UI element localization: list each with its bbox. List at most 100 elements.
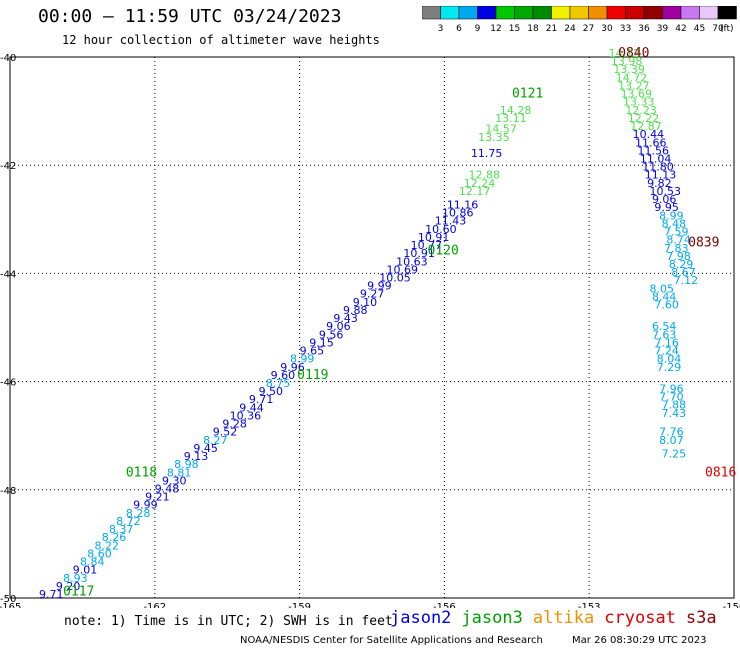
- wave-height-value: 7.16: [654, 336, 679, 349]
- legend-s3a: s3a: [685, 608, 717, 628]
- wave-height-value: 11.80: [642, 161, 674, 174]
- wave-height-value: 8.04: [657, 353, 682, 366]
- pass-time-label: 0120: [428, 243, 459, 258]
- wave-height-value: 7.24: [654, 345, 679, 358]
- wave-height-value: 9.99: [133, 499, 158, 512]
- x-tick-label: -156: [433, 602, 456, 608]
- wave-height-value: 13.69: [621, 88, 653, 101]
- wave-height-value: 14.72: [616, 71, 648, 84]
- wave-height-value: 8.05: [650, 282, 675, 295]
- wave-height-value: 13.39: [613, 63, 645, 76]
- wave-height-value: 8.72: [116, 515, 141, 528]
- wave-height-value: 9.15: [309, 336, 334, 349]
- wave-height-value: 9.52: [213, 426, 238, 439]
- wave-height-value: 13.11: [495, 112, 526, 125]
- source-credit: NOAA/NESDIS Center for Satellite Applica…: [240, 635, 543, 646]
- wave-height-value: 11.13: [645, 169, 677, 182]
- wave-height-value: 9.21: [145, 491, 170, 504]
- wave-height-value: 10.86: [442, 207, 474, 220]
- legend-altika: altika: [532, 608, 595, 628]
- wave-height-value: 8.28: [126, 507, 151, 520]
- wave-height-value: 10.53: [650, 185, 682, 198]
- x-tick-label: -153: [578, 602, 601, 608]
- colorbar-tick-label: 33: [620, 24, 631, 34]
- wave-height-value: 7.88: [662, 399, 687, 412]
- wave-height-value: 9.96: [280, 361, 305, 374]
- pass-time-label: 0119: [297, 368, 328, 383]
- y-tick-label: -46: [0, 378, 16, 389]
- wave-height-value: 10.36: [230, 409, 262, 422]
- x-tick-label: -162: [143, 602, 166, 608]
- pass-time-label: 0118: [126, 465, 157, 480]
- legend-jason3: jason3: [461, 608, 523, 628]
- wave-height-value: 8.37: [109, 523, 133, 536]
- wave-height-value: 12.23: [625, 104, 657, 117]
- wave-height-value: 9.71: [39, 588, 64, 601]
- wave-height-value: 12.24: [464, 177, 496, 190]
- colorbar-tick-label: 18: [527, 24, 539, 34]
- chart-subtitle: 12 hour collection of altimeter wave hei…: [62, 33, 380, 47]
- wave-height-value: 10.91: [403, 247, 435, 260]
- wave-height-value: 9.44: [239, 401, 264, 414]
- wave-height-value: 10.77: [411, 239, 443, 252]
- wave-height-value: 8.99: [290, 353, 315, 366]
- generated-timestamp: Mar 26 08:30:29 UTC 2023: [572, 635, 707, 646]
- wave-height-value: 9.65: [300, 345, 325, 358]
- colorbar-tick-label: 39: [657, 24, 669, 34]
- wave-height-value: 7.59: [664, 226, 689, 239]
- colorbar-tick-label: 42: [675, 24, 686, 34]
- y-tick-label: -40: [0, 53, 16, 64]
- wave-height-value: 8.48: [662, 217, 687, 230]
- units-note: note: 1) Time is in UTC; 2) SWH is in fe…: [64, 614, 393, 629]
- colorbar-tick-label: 24: [564, 24, 576, 34]
- footer: NOAA/NESDIS Center for Satellite Applica…: [240, 635, 733, 646]
- pass-time-label: 0816: [705, 465, 736, 480]
- wave-height-value: 8.44: [652, 290, 677, 303]
- wave-height-value: 14.12: [609, 47, 641, 60]
- wave-height-value: 7.12: [674, 274, 699, 287]
- wave-height-value: 8.07: [659, 434, 684, 447]
- wave-height-value: 7.60: [654, 299, 679, 312]
- colorbar-tick-label: 45: [694, 24, 705, 34]
- wave-height-value: 11.16: [447, 198, 479, 211]
- wave-height-value: 11.43: [435, 215, 467, 228]
- wave-height-value: 8.67: [671, 266, 696, 279]
- wave-height-plot: -165 -162 -159 -156 -153 -150 -40 -42 -44 -46 -48 -…: [0, 46, 740, 608]
- wave-height-value: 14.57: [485, 123, 516, 136]
- colorbar-swatch: [717, 6, 737, 20]
- wave-height-value: 8.60: [87, 547, 112, 560]
- y-tick-label: -42: [0, 161, 16, 172]
- wave-height-value: 7.43: [662, 407, 687, 420]
- wave-height-value: 9.82: [647, 177, 672, 190]
- x-tick-label: -165: [0, 602, 21, 608]
- y-tick-label: -48: [0, 486, 16, 497]
- wave-height-value: 8.98: [174, 458, 199, 471]
- chart-title: 00:00 – 11:59 UTC 03/24/2023: [38, 6, 342, 27]
- legend-jason2: jason2: [390, 608, 452, 628]
- wave-height-value: 8.27: [203, 434, 228, 447]
- wave-height-value: 11.75: [471, 147, 503, 160]
- wave-height-value: 8.75: [266, 377, 291, 390]
- wave-height-value: 7.96: [659, 382, 684, 395]
- wave-height-value: 8.74: [666, 234, 691, 247]
- colorbar-tick-label: 70: [712, 24, 724, 34]
- wave-height-value: 8.26: [102, 531, 127, 544]
- wave-height-value: 9.48: [155, 483, 180, 496]
- wave-height-value: 7.29: [657, 361, 682, 374]
- wave-height-value: 9.95: [654, 201, 679, 214]
- wave-height-value: 10.69: [386, 263, 418, 276]
- wave-height-value: 13.98: [611, 55, 643, 68]
- wave-height-value: 7.70: [659, 391, 684, 404]
- wave-height-value: 9.60: [271, 369, 296, 382]
- wave-height-value: 8.84: [80, 556, 105, 569]
- wave-height-value: 8.22: [94, 539, 119, 552]
- colorbar-tick-label: 3: [438, 24, 444, 34]
- colorbar-tick-label: 30: [601, 24, 613, 34]
- wave-height-value: 9.43: [333, 312, 358, 325]
- wave-height-value: 14.28: [500, 104, 532, 117]
- x-tick-label: -159: [288, 602, 311, 608]
- colorbar-tick-label: 21: [546, 24, 557, 34]
- wave-height-value: 9.56: [319, 328, 344, 341]
- wave-height-value: 10.91: [418, 231, 450, 244]
- wave-height-value: 8.99: [659, 209, 684, 222]
